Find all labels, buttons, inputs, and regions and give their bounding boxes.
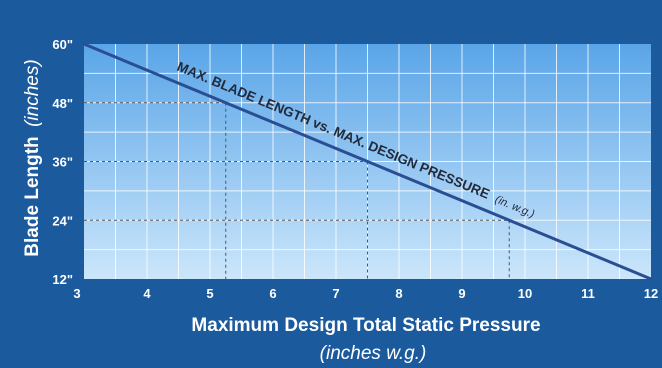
x-axis-title: Maximum Design Total Static Pressure bbox=[191, 315, 540, 336]
x-tick-label: 10 bbox=[518, 286, 532, 301]
x-tick-labels: 3 4 5 6 7 8 9 10 11 12 bbox=[73, 286, 658, 301]
y-axis-unit: (inches) bbox=[22, 59, 43, 127]
x-tick-label: 12 bbox=[644, 286, 658, 301]
y-tick-label: 24" bbox=[52, 213, 73, 228]
x-tick-label: 6 bbox=[269, 286, 276, 301]
x-tick-label: 11 bbox=[581, 286, 595, 301]
x-tick-label: 5 bbox=[206, 286, 213, 301]
series-line bbox=[82, 42, 653, 281]
y-tick-label: 36" bbox=[52, 155, 73, 170]
y-tick-label: 60" bbox=[52, 37, 73, 52]
series-layer bbox=[82, 42, 653, 281]
y-tick-label: 48" bbox=[52, 96, 73, 111]
x-axis-unit: (inches w.g.) bbox=[320, 343, 427, 364]
y-tick-label: 12" bbox=[52, 272, 73, 287]
y-axis-title: Blade Length (inches) bbox=[22, 59, 43, 256]
x-tick-label: 4 bbox=[143, 286, 151, 301]
reference-lines bbox=[84, 102, 510, 279]
y-tick-labels: 12" 24" 36" 48" 60" bbox=[52, 37, 73, 287]
x-tick-label: 8 bbox=[395, 286, 402, 301]
x-tick-label: 9 bbox=[458, 286, 465, 301]
x-tick-label: 3 bbox=[73, 286, 80, 301]
y-axis-title-text: Blade Length bbox=[22, 136, 43, 256]
x-tick-label: 7 bbox=[332, 286, 339, 301]
